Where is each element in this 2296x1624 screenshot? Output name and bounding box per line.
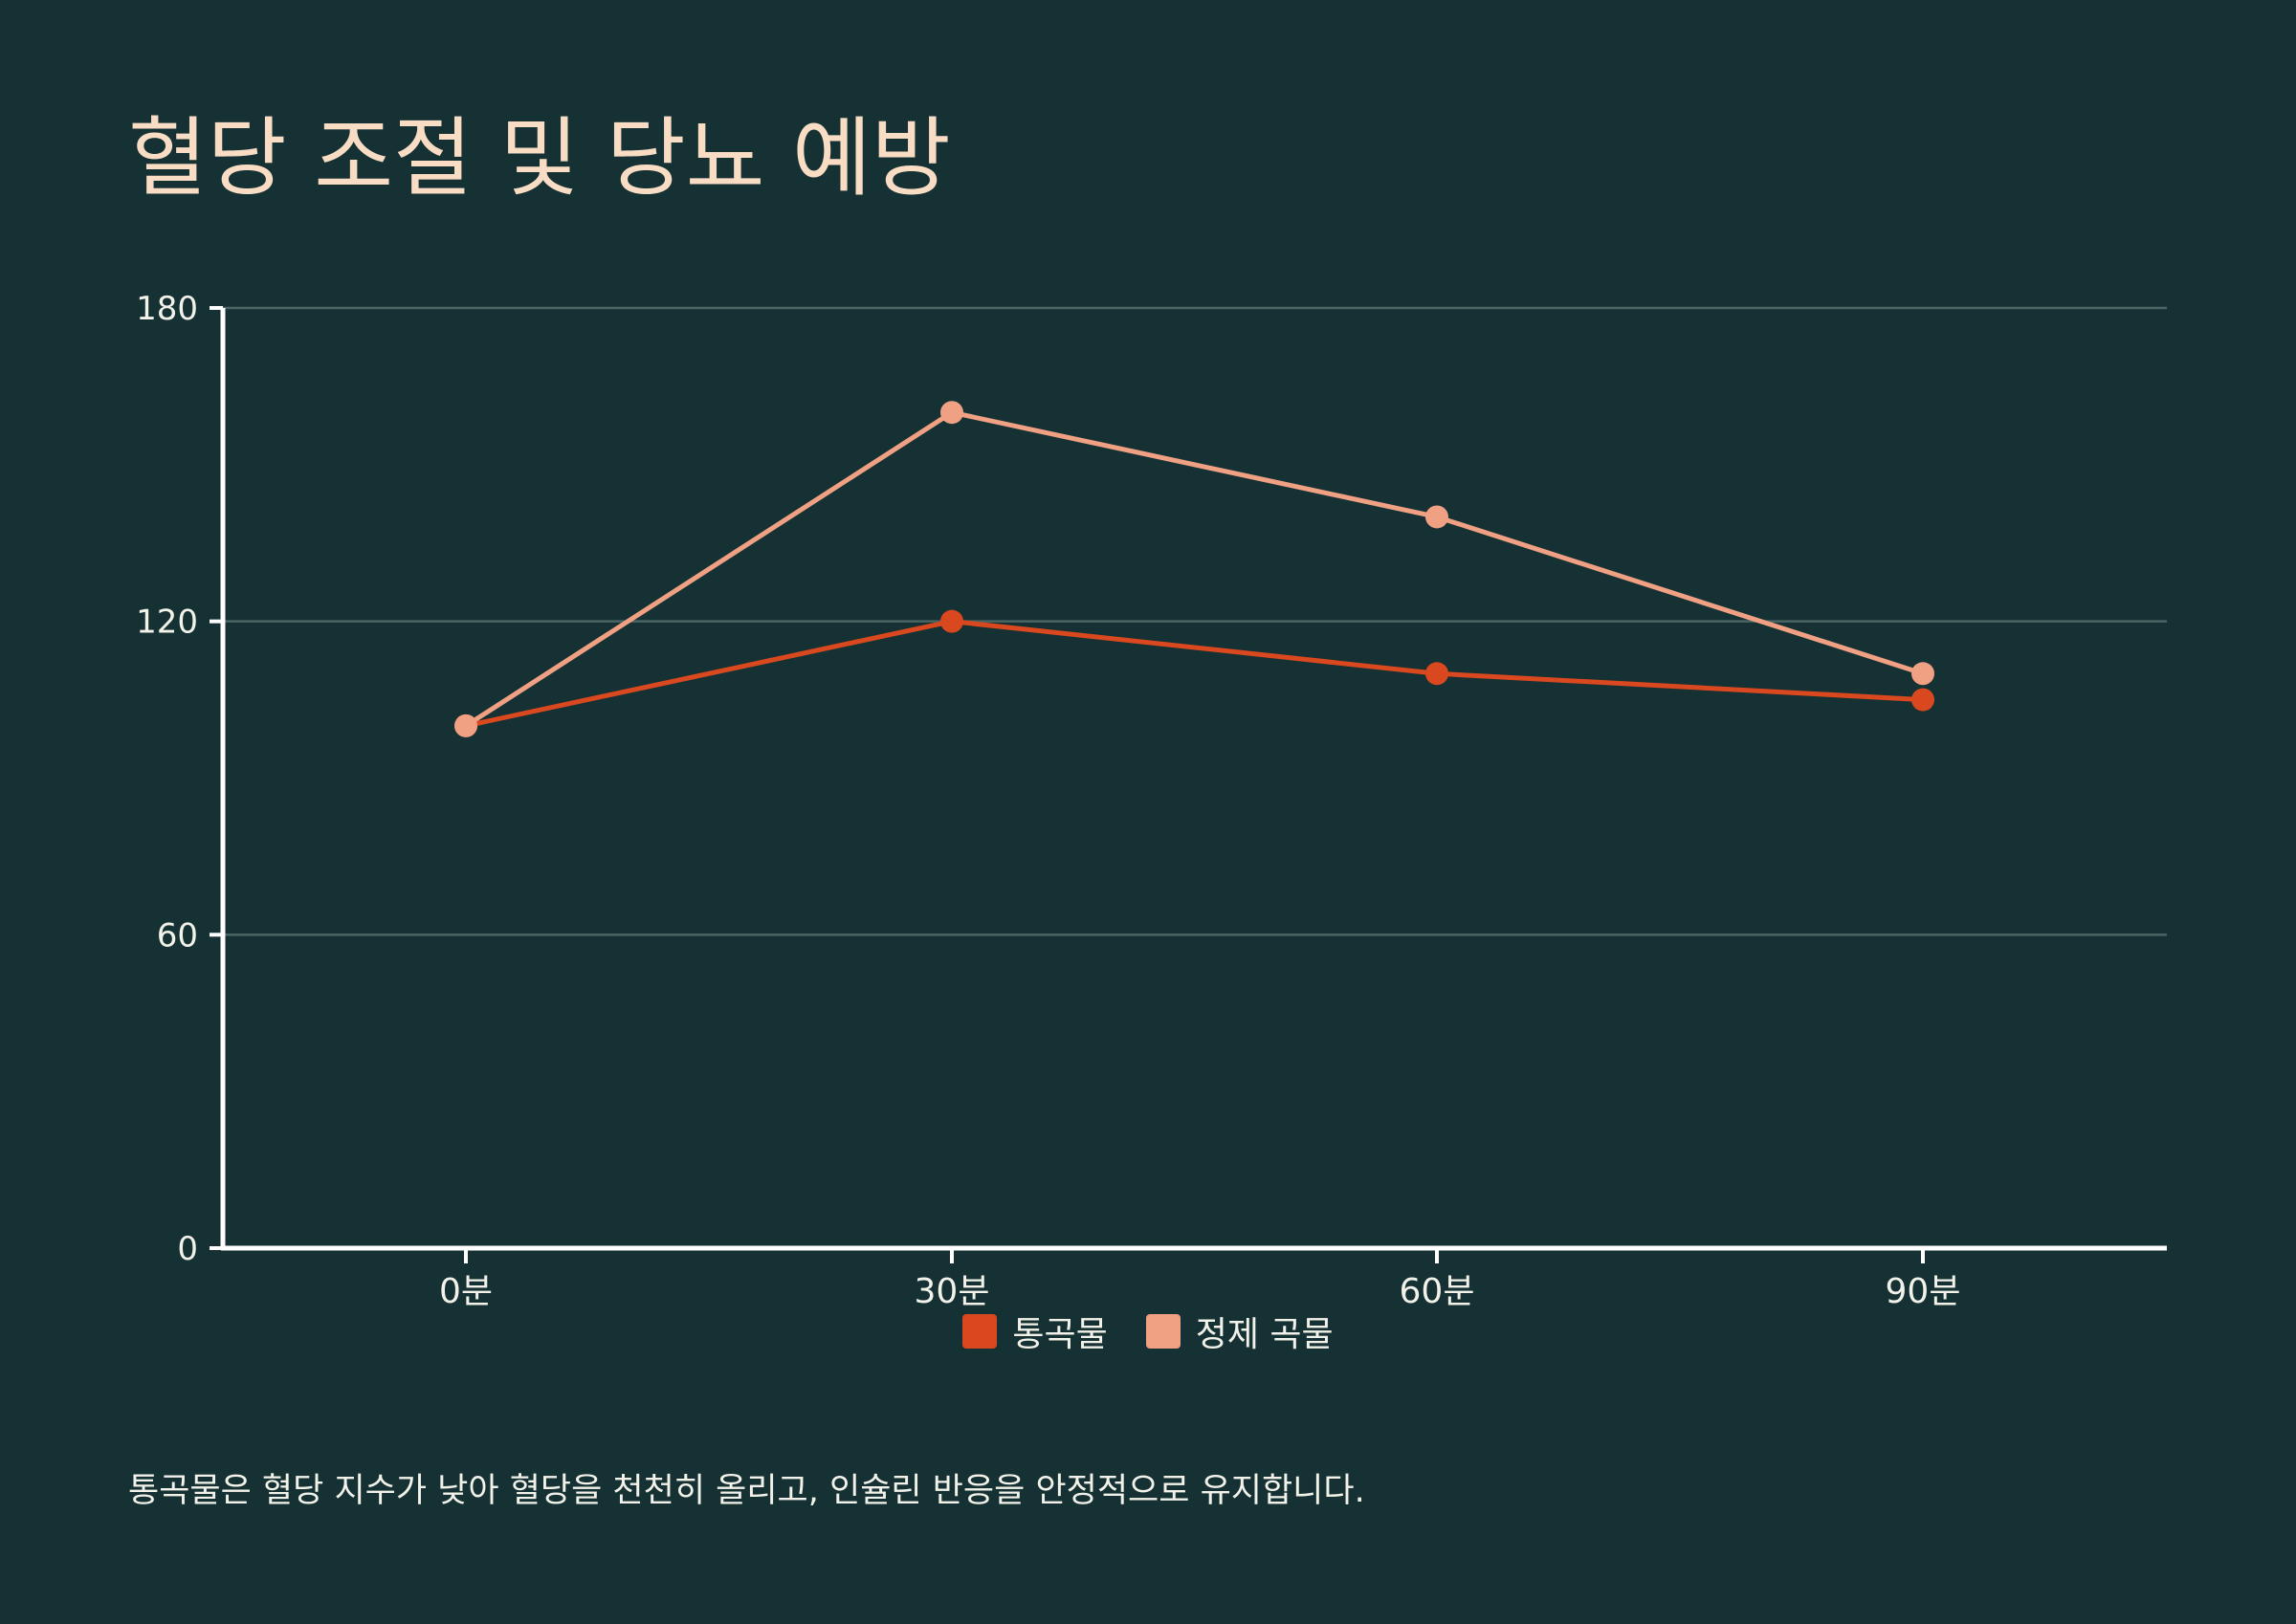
- series-line-0: [463, 619, 1926, 729]
- chart-title: 혈당 조절 및 당뇨 예방: [128, 108, 951, 208]
- y-tick-label: 60: [157, 916, 198, 955]
- y-tick-label: 120: [136, 604, 198, 642]
- legend-item-refined-grain[interactable]: 정제 곡물: [1145, 1306, 1334, 1356]
- data-point-series-0: [1425, 662, 1448, 686]
- legend-swatch-refined-grain: [1145, 1314, 1181, 1349]
- data-point-series-1: [1911, 662, 1934, 686]
- legend: 통곡물 정제 곡물: [0, 1306, 2296, 1356]
- data-point-series-0: [1911, 688, 1934, 712]
- x-tick-label: 60분: [1400, 1272, 1475, 1311]
- chart-caption: 통곡물은 혈당 지수가 낮아 혈당을 천천히 올리고, 인슐린 반응을 안정적으…: [128, 1472, 1365, 1510]
- data-point-series-0: [940, 609, 963, 633]
- y-tick-label: 180: [136, 290, 198, 328]
- data-point-series-1: [940, 401, 963, 425]
- x-tick-label: 30분: [915, 1272, 990, 1311]
- legend-label-whole-grain: 통곡물: [1012, 1315, 1108, 1354]
- axes: 0 60 120 180 0분 30분 60분 90분: [136, 290, 2167, 1311]
- grid-lines: [223, 306, 2167, 936]
- legend-label-refined-grain: 정제 곡물: [1195, 1315, 1334, 1354]
- data-point-series-1: [1425, 505, 1448, 529]
- legend-swatch-whole-grain: [962, 1314, 998, 1349]
- x-tick-label: 90분: [1886, 1272, 1961, 1311]
- data-point-series-1: [454, 713, 477, 737]
- series-lines: [454, 401, 1934, 737]
- x-tick-label: 0분: [439, 1272, 493, 1311]
- series-line-1: [463, 409, 1926, 729]
- y-tick-label: 0: [177, 1230, 198, 1268]
- legend-item-whole-grain[interactable]: 통곡물: [962, 1306, 1108, 1356]
